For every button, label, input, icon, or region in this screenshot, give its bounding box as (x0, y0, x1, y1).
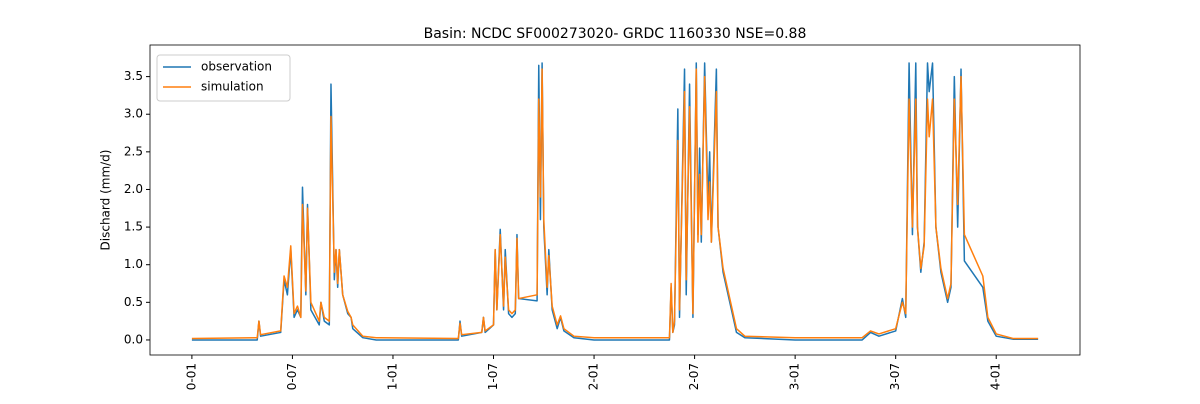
x-tick-label: 1-01 (385, 363, 399, 390)
series-line (191, 68, 1039, 340)
y-tick-label: 0.5 (124, 295, 143, 309)
x-tick-label: 3-07 (888, 363, 902, 390)
x-tick-label: 4-01 (989, 363, 1003, 390)
x-tick-label: 0-01 (184, 363, 198, 390)
plot-frame (149, 44, 1081, 356)
y-tick-label: 2.0 (124, 182, 143, 196)
y-axis-label: Dischard (mm/d) (99, 150, 113, 251)
y-tick-label: 1.0 (124, 257, 143, 271)
x-tick-label: 2-07 (687, 363, 701, 390)
x-tick-label: 0-07 (285, 363, 299, 390)
y-tick-label: 1.5 (124, 220, 143, 234)
chart-title: Basin: NCDC SF000273020- GRDC 1160330 NS… (424, 26, 807, 42)
y-tick-label: 0.0 (124, 332, 143, 346)
x-tick-label: 2-01 (587, 363, 601, 390)
x-tick-label: 1-07 (486, 363, 500, 390)
y-tick-label: 3.5 (124, 69, 143, 83)
x-tick-label: 3-01 (788, 363, 802, 390)
legend-label: observation (201, 60, 272, 74)
legend-label: simulation (201, 80, 264, 94)
y-tick-label: 2.5 (124, 144, 143, 158)
y-tick-label: 3.0 (124, 107, 143, 121)
